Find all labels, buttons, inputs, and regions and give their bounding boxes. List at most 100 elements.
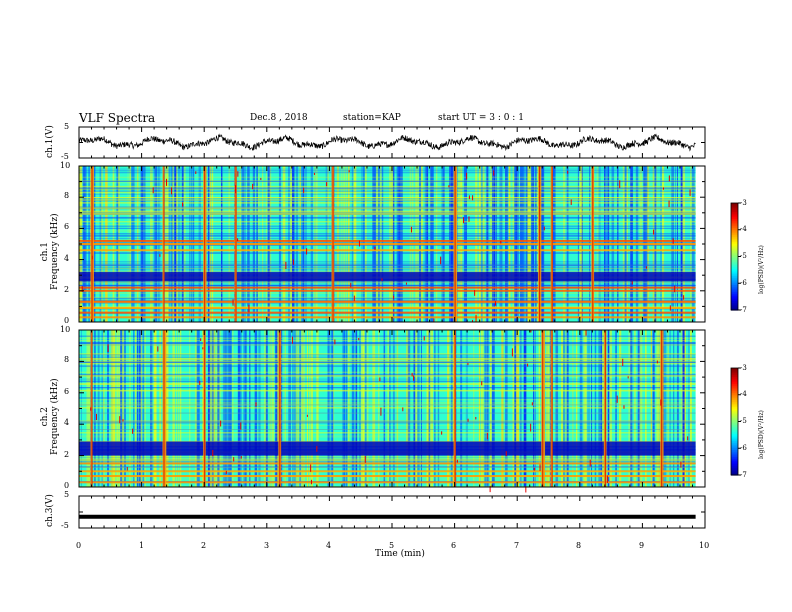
colorbar-ch1-gradient-step: [731, 304, 738, 308]
colorbar-ch1-gradient-step: [731, 219, 738, 222]
ch1-spectrogram-emission-line: [79, 316, 696, 319]
ch1-spectrogram-red-speck: [237, 238, 239, 242]
ch1-spectrogram-texture-row: [79, 185, 696, 188]
ch1-spectrogram-texture-row: [79, 271, 696, 272]
ch2-spectrogram-texture-row: [79, 379, 696, 381]
ch2-spectrogram-texture-row: [79, 361, 696, 363]
ch2-spectrogram-emission-line: [79, 470, 696, 473]
ch2-spectrogram-dark-band: [79, 441, 696, 456]
colorbar-ch1-gradient-step: [731, 204, 738, 208]
ch1-spectrogram-red-speck: [619, 180, 621, 189]
ch1-spectrogram-texture-row: [79, 224, 696, 225]
ch1-spectrogram-red-speck: [326, 182, 328, 187]
ch2-spectrogram-burst-core: [279, 330, 281, 487]
ch1-spectrogram-texture-row: [79, 168, 696, 170]
ch2-spectrogram-texture-row: [79, 403, 696, 405]
ch2-spectrogram-emission-line: [79, 481, 696, 484]
ch1-spectrogram-red-speck: [448, 185, 450, 188]
ch1-spectrogram-red-speck: [440, 256, 442, 265]
colorbar-ch1-gradient-step: [731, 244, 738, 247]
ch2-spectrogram-texture-row: [79, 466, 696, 468]
ch1-spectrogram-emission-line: [79, 311, 696, 314]
ch1-spectrogram-texture-row: [79, 206, 696, 208]
cb1-tick: -7: [740, 306, 747, 314]
ch2-spectrogram-texture-row: [79, 466, 696, 468]
colorbar-ch2-gradient-step: [731, 407, 738, 410]
ch2-spectrogram-texture-row: [79, 358, 696, 361]
ch1-spectrogram-texture-row: [79, 193, 696, 195]
colorbar-ch2-gradient-step: [731, 464, 738, 467]
ch1-spectrogram-red-speck: [285, 261, 287, 270]
ch1-spectrogram-red-speck: [567, 170, 569, 174]
ch1-spec-ytick: 10: [60, 161, 71, 170]
ch1-spectrogram-texture-row: [79, 206, 696, 208]
colorbar-ch2-gradient-step: [731, 430, 738, 433]
ch2-spectrogram-texture-row: [79, 466, 696, 468]
cb1-tick: -4: [740, 225, 747, 233]
figure-title: VLF Spectra: [79, 111, 156, 125]
ch1-spectrogram-red-speck: [662, 187, 664, 190]
colorbar-ch1-gradient-step: [731, 290, 738, 293]
ch1-spectrogram-texture-row: [79, 269, 696, 271]
ch1-spectrogram-red-speck: [159, 254, 161, 257]
ch2-spectrogram-red-speck: [402, 407, 404, 412]
ch2-spectrogram-texture-row: [79, 362, 696, 365]
ch2-spectrogram-texture-row: [79, 436, 696, 438]
ch1-spectrogram-texture-row: [79, 265, 696, 267]
ch2-spectrogram-red-speck: [525, 486, 527, 493]
ch1-spectrogram-texture-row: [79, 202, 696, 204]
ch2-spectrogram-red-speck: [199, 380, 201, 386]
ch2-spectrogram-texture-row: [79, 420, 696, 422]
ch2-spectrogram-red-speck: [680, 461, 682, 468]
ch2-spectrogram-red-speck: [623, 405, 625, 409]
ch1-spec-ytick: 4: [64, 254, 70, 263]
ch1-spectrogram-texture-row: [79, 190, 696, 193]
colorbar-ch1-gradient-step: [731, 292, 738, 295]
ch1-spectrogram-burst-core: [235, 166, 237, 322]
ch1-spectrogram-texture-row: [79, 262, 696, 264]
ch2-spectrogram-red-speck: [306, 414, 308, 417]
ch1-spectrogram-red-speck: [668, 175, 670, 182]
ch1-spectrogram-red-speck: [81, 285, 83, 292]
ch2-spectrogram-red-speck: [530, 423, 532, 432]
ch2-spectrogram-red-speck: [531, 402, 533, 406]
colorbar-ch2-gradient-step: [731, 412, 738, 415]
colorbar-ch2-gradient-step: [731, 385, 738, 389]
ch1-spectrogram-texture-row: [79, 230, 696, 232]
ch1-spectrogram-red-speck: [292, 259, 294, 265]
ch2-spectrogram-red-speck: [539, 464, 541, 471]
colorbar-ch2-gradient-step: [731, 375, 738, 378]
ch2-spectrogram-red-speck: [533, 467, 535, 471]
ch1-spectrogram-texture-row: [79, 281, 696, 284]
colorbar-ch1-gradient-step: [731, 301, 738, 304]
colorbar-ch2-gradient-step: [731, 455, 738, 458]
ch2-spectrogram-red-speck: [240, 422, 242, 430]
ch2-spectrogram-texture-row: [79, 375, 696, 377]
colorbar-ch1-gradient-step: [731, 285, 738, 288]
colorbar-ch1-gradient-step: [731, 263, 738, 267]
ch1-spectrogram-texture-row: [79, 227, 696, 229]
ch2-spectrogram-texture-row: [79, 404, 696, 406]
ch2-spectrogram-texture-row: [79, 344, 696, 346]
ch1-spectrogram-red-speck: [358, 240, 360, 247]
colorbar-ch2-gradient-step: [731, 421, 738, 424]
colorbar-ch1-gradient-step: [731, 220, 738, 224]
ch2-spectrogram-texture-row: [79, 485, 696, 487]
ch2-spectrogram-texture-row: [79, 422, 696, 424]
ch2-spectrogram-burst-core: [661, 330, 663, 487]
colorbar-ch1-gradient-step: [731, 208, 738, 211]
colorbar-ch1-gradient-step: [731, 211, 738, 215]
colorbar-ch1-gradient-step: [731, 203, 738, 206]
ch2-spectrogram-red-speck: [589, 459, 591, 467]
ch1-spectrogram-red-speck: [468, 195, 470, 200]
ch2-spectrogram-red-speck: [486, 432, 488, 440]
ch2-spectrogram-red-speck: [585, 330, 587, 336]
ch1-spectrogram-burst-core: [539, 166, 541, 322]
colorbar-ch2-gradient-step: [731, 428, 738, 432]
ch2-spectrogram-texture-row: [79, 477, 696, 479]
ch2-spectrogram-red-speck: [122, 419, 124, 422]
ch2-spectrogram-red-speck: [413, 375, 415, 381]
ch1-spectrogram-red-speck: [472, 319, 474, 323]
ch2-spectrogram-texture-row: [79, 337, 696, 340]
ch2-spectrogram-texture-row: [79, 342, 696, 345]
